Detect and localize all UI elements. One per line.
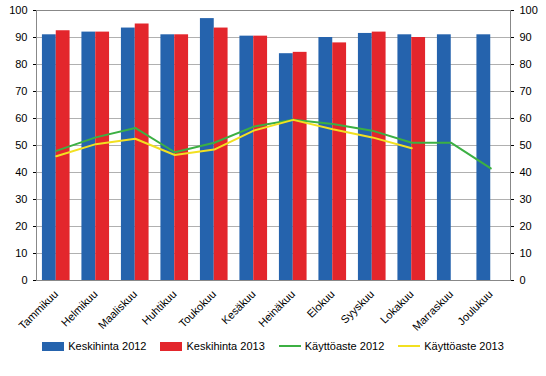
svg-text:Joulukuu: Joulukuu xyxy=(455,288,495,328)
html-text:Käyttöaste 2013: Käyttöaste 2013 xyxy=(424,340,504,352)
svg-text:0: 0 xyxy=(21,274,27,286)
svg-text:50: 50 xyxy=(520,139,532,151)
svg-text:80: 80 xyxy=(15,58,27,70)
svg-text:20: 20 xyxy=(15,220,27,232)
svg-text:80: 80 xyxy=(520,58,532,70)
html-text:Keskihinta 2012: Keskihinta 2012 xyxy=(68,340,147,352)
html-text:Käyttöaste 2012: Käyttöaste 2012 xyxy=(304,340,385,352)
svg-text:Tammikuu: Tammikuu xyxy=(16,288,60,332)
svg-text:Elokuu: Elokuu xyxy=(304,288,336,320)
svg-text:60: 60 xyxy=(15,112,27,124)
svg-text:10: 10 xyxy=(520,247,532,259)
svg-text:40: 40 xyxy=(15,166,27,178)
svg-text:10: 10 xyxy=(15,247,27,259)
svg-text:100: 100 xyxy=(520,4,538,16)
svg-text:Maaliskuu: Maaliskuu xyxy=(96,288,140,332)
svg-text:40: 40 xyxy=(520,166,532,178)
svg-text:60: 60 xyxy=(520,112,532,124)
svg-text:30: 30 xyxy=(520,193,532,205)
svg-text:Lokakuu: Lokakuu xyxy=(378,288,416,326)
svg-text:Helmikuu: Helmikuu xyxy=(59,288,100,329)
svg-text:70: 70 xyxy=(15,85,27,97)
svg-text:30: 30 xyxy=(15,193,27,205)
html-text:Keskihinta 2013: Keskihinta 2013 xyxy=(186,340,265,352)
svg-text:0: 0 xyxy=(520,274,526,286)
svg-text:20: 20 xyxy=(520,220,532,232)
svg-text:90: 90 xyxy=(15,31,27,43)
svg-text:Huhtikuu: Huhtikuu xyxy=(139,288,178,327)
svg-text:Kesäkuu: Kesäkuu xyxy=(219,288,258,327)
svg-text:50: 50 xyxy=(15,139,27,151)
svg-text:Heinäkuu: Heinäkuu xyxy=(256,288,297,329)
svg-text:100: 100 xyxy=(9,4,27,16)
svg-text:Toukokuu: Toukokuu xyxy=(176,288,218,330)
svg-text:Syyskuu: Syyskuu xyxy=(338,288,376,326)
svg-text:Marraskuu: Marraskuu xyxy=(410,288,455,333)
svg-text:90: 90 xyxy=(520,31,532,43)
svg-text:70: 70 xyxy=(520,85,532,97)
